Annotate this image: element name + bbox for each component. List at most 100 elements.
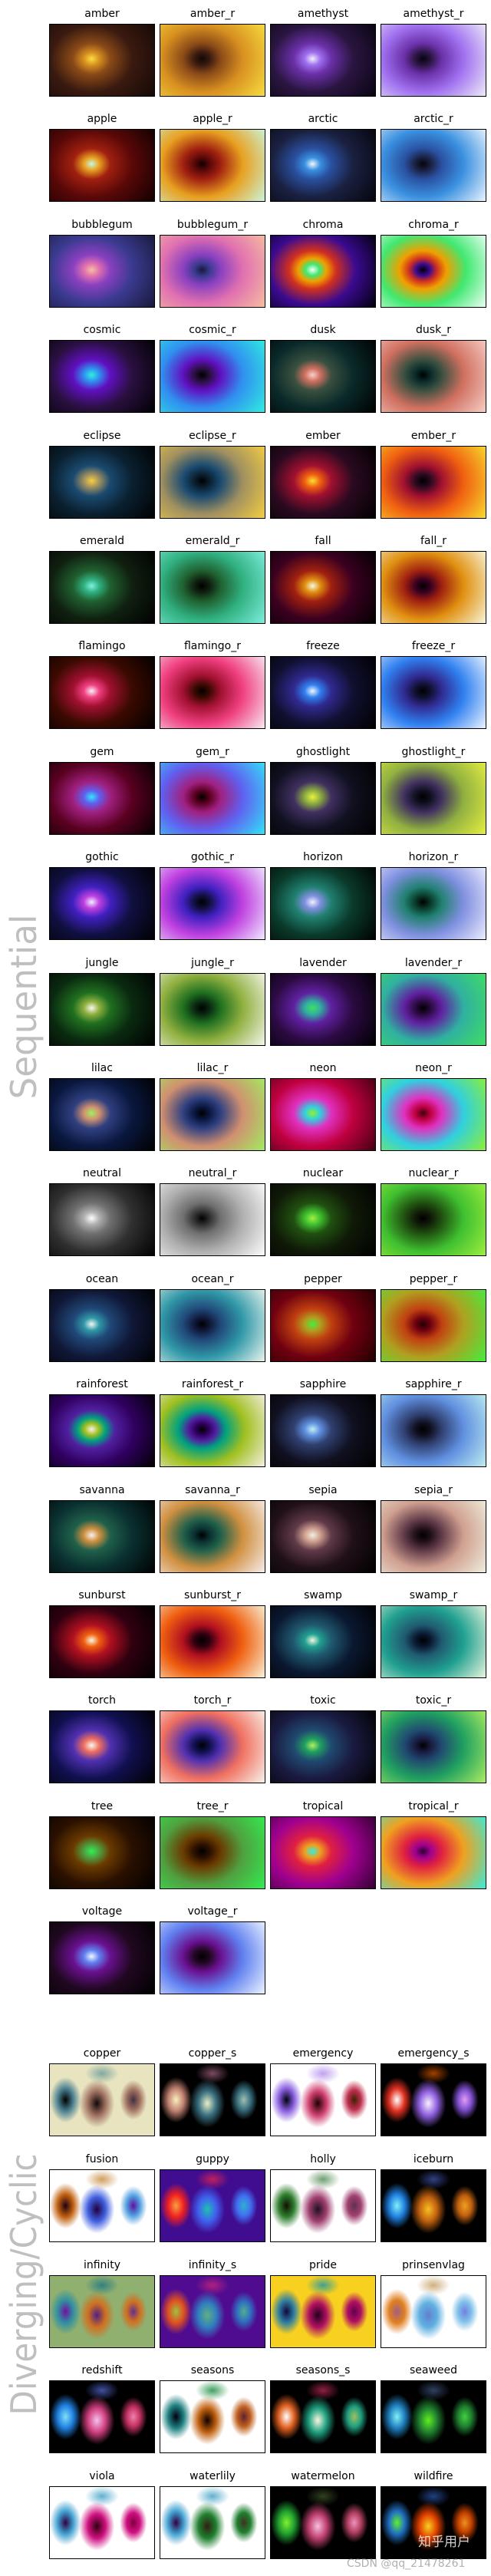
colormap-title: emergency_s xyxy=(397,2047,470,2060)
colormap-preview-tropical_r xyxy=(381,1816,486,1889)
colormap-title: emerald_r xyxy=(185,535,240,547)
colormap-title: toxic xyxy=(310,1694,336,1707)
colormap-title: watermelon xyxy=(291,2470,355,2482)
colormap-title: arctic xyxy=(308,113,338,125)
colormap-preview-neutral xyxy=(49,1183,155,1256)
colormap-preview-savanna_r xyxy=(160,1500,265,1573)
colormap-title: rainforest_r xyxy=(181,1378,244,1390)
colormap-preview-rainforest_r xyxy=(160,1394,265,1467)
colormap-preview-watermelon xyxy=(270,2486,376,2559)
colormap-title: lavender xyxy=(299,957,347,969)
colormap-title: gothic xyxy=(85,851,119,863)
watermark-overlay: 知乎用户 xyxy=(418,2535,470,2550)
colormap-preview-voltage_r xyxy=(160,1921,265,1994)
colormap-title: cosmic xyxy=(83,324,121,336)
colormap-preview-dusk xyxy=(270,340,376,413)
colormap-title: amber_r xyxy=(189,8,236,20)
colormap-title: voltage xyxy=(81,1905,123,1918)
colormap-preview-lilac_r xyxy=(160,1078,265,1151)
colormap-preview-neon_r xyxy=(381,1078,486,1151)
colormap-preview-prinsenvlag xyxy=(381,2275,486,2348)
colormap-preview-pride xyxy=(270,2275,376,2348)
colormap-preview-holly xyxy=(270,2169,376,2242)
sequential-label: Sequential xyxy=(3,915,44,1100)
colormap-title: freeze_r xyxy=(411,640,456,652)
colormap-title: waterlily xyxy=(189,2470,236,2482)
colormap-preview-nuclear xyxy=(270,1183,376,1256)
colormap-preview-apple xyxy=(49,129,155,202)
colormap-title: freeze xyxy=(306,640,340,652)
colormap-preview-swamp_r xyxy=(381,1605,486,1678)
colormap-preview-tree xyxy=(49,1816,155,1889)
colormap-title: tree_r xyxy=(196,1800,229,1812)
colormap-title: savanna xyxy=(79,1484,125,1496)
colormap-preview-toxic_r xyxy=(381,1710,486,1783)
colormap-title: sunburst xyxy=(78,1589,126,1601)
colormap-preview-sunburst_r xyxy=(160,1605,265,1678)
colormap-preview-amber_r xyxy=(160,24,265,97)
colormap-preview-ghostlight_r xyxy=(381,762,486,835)
colormap-preview-tropical xyxy=(270,1816,376,1889)
colormap-preview-gem_r xyxy=(160,762,265,835)
colormap-title: dusk_r xyxy=(416,324,451,336)
colormap-preview-lavender_r xyxy=(381,973,486,1046)
colormap-title: gem_r xyxy=(196,746,229,758)
colormap-title: seasons xyxy=(190,2364,235,2376)
colormap-preview-rainforest xyxy=(49,1394,155,1467)
colormap-preview-iceburn xyxy=(381,2169,486,2242)
colormap-title: fusion xyxy=(85,2153,119,2165)
colormap-title: tropical xyxy=(302,1800,344,1812)
colormap-title: sunburst_r xyxy=(183,1589,242,1601)
colormap-title: eclipse_r xyxy=(189,430,236,442)
colormap-title: horizon xyxy=(303,851,343,863)
colormap-title: toxic_r xyxy=(415,1694,452,1707)
colormap-title: lilac xyxy=(91,1062,113,1074)
colormap-preview-ocean_r xyxy=(160,1289,265,1362)
colormap-title: chroma xyxy=(302,219,344,231)
colormap-title: tree xyxy=(91,1800,114,1812)
colormap-title: ocean xyxy=(85,1273,119,1285)
colormap-preview-voltage xyxy=(49,1921,155,1994)
colormap-title: nuclear_r xyxy=(408,1167,459,1179)
colormap-preview-flamingo xyxy=(49,656,155,729)
colormap-preview-ocean xyxy=(49,1289,155,1362)
colormap-preview-jungle xyxy=(49,973,155,1046)
colormap-preview-wildfire xyxy=(381,2486,486,2559)
colormap-preview-gothic_r xyxy=(160,867,265,940)
diverging-cyclic-label: Diverging/Cyclic xyxy=(3,2154,44,2416)
colormap-title: emerald xyxy=(80,535,124,547)
colormap-preview-gothic xyxy=(49,867,155,940)
colormap-preview-bubblegum_r xyxy=(160,235,265,308)
colormap-preview-emerald_r xyxy=(160,551,265,624)
colormap-title: nuclear xyxy=(302,1167,344,1179)
colormap-preview-amethyst xyxy=(270,24,376,97)
colormap-title: neutral_r xyxy=(188,1167,237,1179)
colormap-title: torch xyxy=(87,1694,117,1707)
colormap-preview-horizon xyxy=(270,867,376,940)
colormap-preview-swamp xyxy=(270,1605,376,1678)
colormap-title: sapphire_r xyxy=(405,1378,462,1390)
colormap-preview-viola xyxy=(49,2486,155,2559)
colormap-title: redshift xyxy=(81,2364,123,2376)
watermark: CSDN @qq_21478261 xyxy=(347,2558,466,2570)
colormap-title: ghostlight xyxy=(295,746,351,758)
colormap-preview-ember xyxy=(270,446,376,519)
colormap-preview-apple_r xyxy=(160,129,265,202)
colormap-title: viola xyxy=(89,2470,115,2482)
colormap-title: flamingo xyxy=(78,640,126,652)
colormap-preview-sunburst xyxy=(49,1605,155,1678)
colormap-preview-cosmic_r xyxy=(160,340,265,413)
colormap-preview-arctic xyxy=(270,129,376,202)
colormap-title: holly xyxy=(310,2153,336,2165)
colormap-preview-infinity xyxy=(49,2275,155,2348)
colormap-preview-emerald xyxy=(49,551,155,624)
colormap-preview-sapphire xyxy=(270,1394,376,1467)
colormap-preview-copper xyxy=(49,2063,155,2136)
colormap-title: sepia xyxy=(308,1484,338,1496)
colormap-title: iceburn xyxy=(413,2153,454,2165)
colormap-title: torch_r xyxy=(193,1694,232,1707)
colormap-title: flamingo_r xyxy=(183,640,241,652)
colormap-title: tropical_r xyxy=(408,1800,459,1812)
colormap-title: swamp xyxy=(304,1589,342,1601)
colormap-title: neon xyxy=(309,1062,337,1074)
